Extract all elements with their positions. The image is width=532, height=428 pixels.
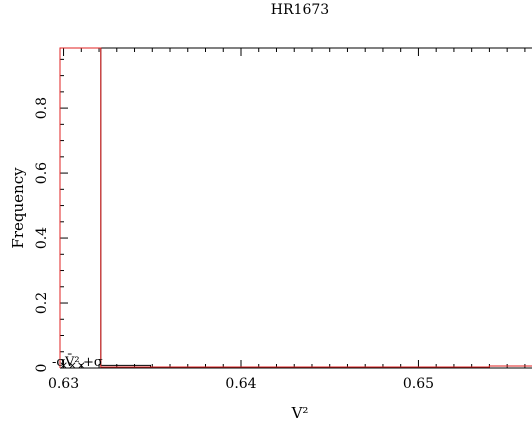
y-tick-label: 0.8 [34, 97, 50, 119]
chart-title: HR1673 [271, 2, 329, 18]
axis-ticks: 0.63 0.64 0.65 0 0.2 0.4 0.6 0.8 [34, 48, 526, 392]
x-tick-label: 0.65 [403, 376, 434, 392]
x-tick-label: 0.63 [48, 376, 79, 392]
marker-cross: × [68, 359, 77, 372]
marker-cross: × [59, 359, 68, 372]
plus-sigma-label: +σ [83, 355, 103, 370]
histogram-bin [101, 367, 490, 368]
plot-frame [59, 47, 532, 369]
y-tick-label: 0 [34, 364, 50, 373]
x-tick-label: 0.64 [225, 376, 256, 392]
y-tick-label: 0.2 [34, 292, 50, 314]
y-tick-label: 0.4 [34, 227, 50, 249]
y-tick-label: 0.6 [34, 162, 50, 184]
mean-v2-label: V̄² [64, 354, 80, 370]
histogram-outline-1 [59, 47, 532, 368]
sigma-markers: × × × [59, 359, 86, 372]
minus-sigma-label: -σ [52, 355, 65, 370]
histogram-bin [489, 366, 532, 368]
histogram-series [59, 47, 532, 369]
x-axis-label: V² [291, 404, 309, 422]
histogram-bin [60, 48, 101, 368]
histogram-outline-0 [59, 47, 532, 369]
marker-cross: × [77, 359, 86, 372]
y-axis-label: Frequency [9, 167, 27, 249]
sigma-labels: -σ V̄² +σ [52, 354, 103, 370]
